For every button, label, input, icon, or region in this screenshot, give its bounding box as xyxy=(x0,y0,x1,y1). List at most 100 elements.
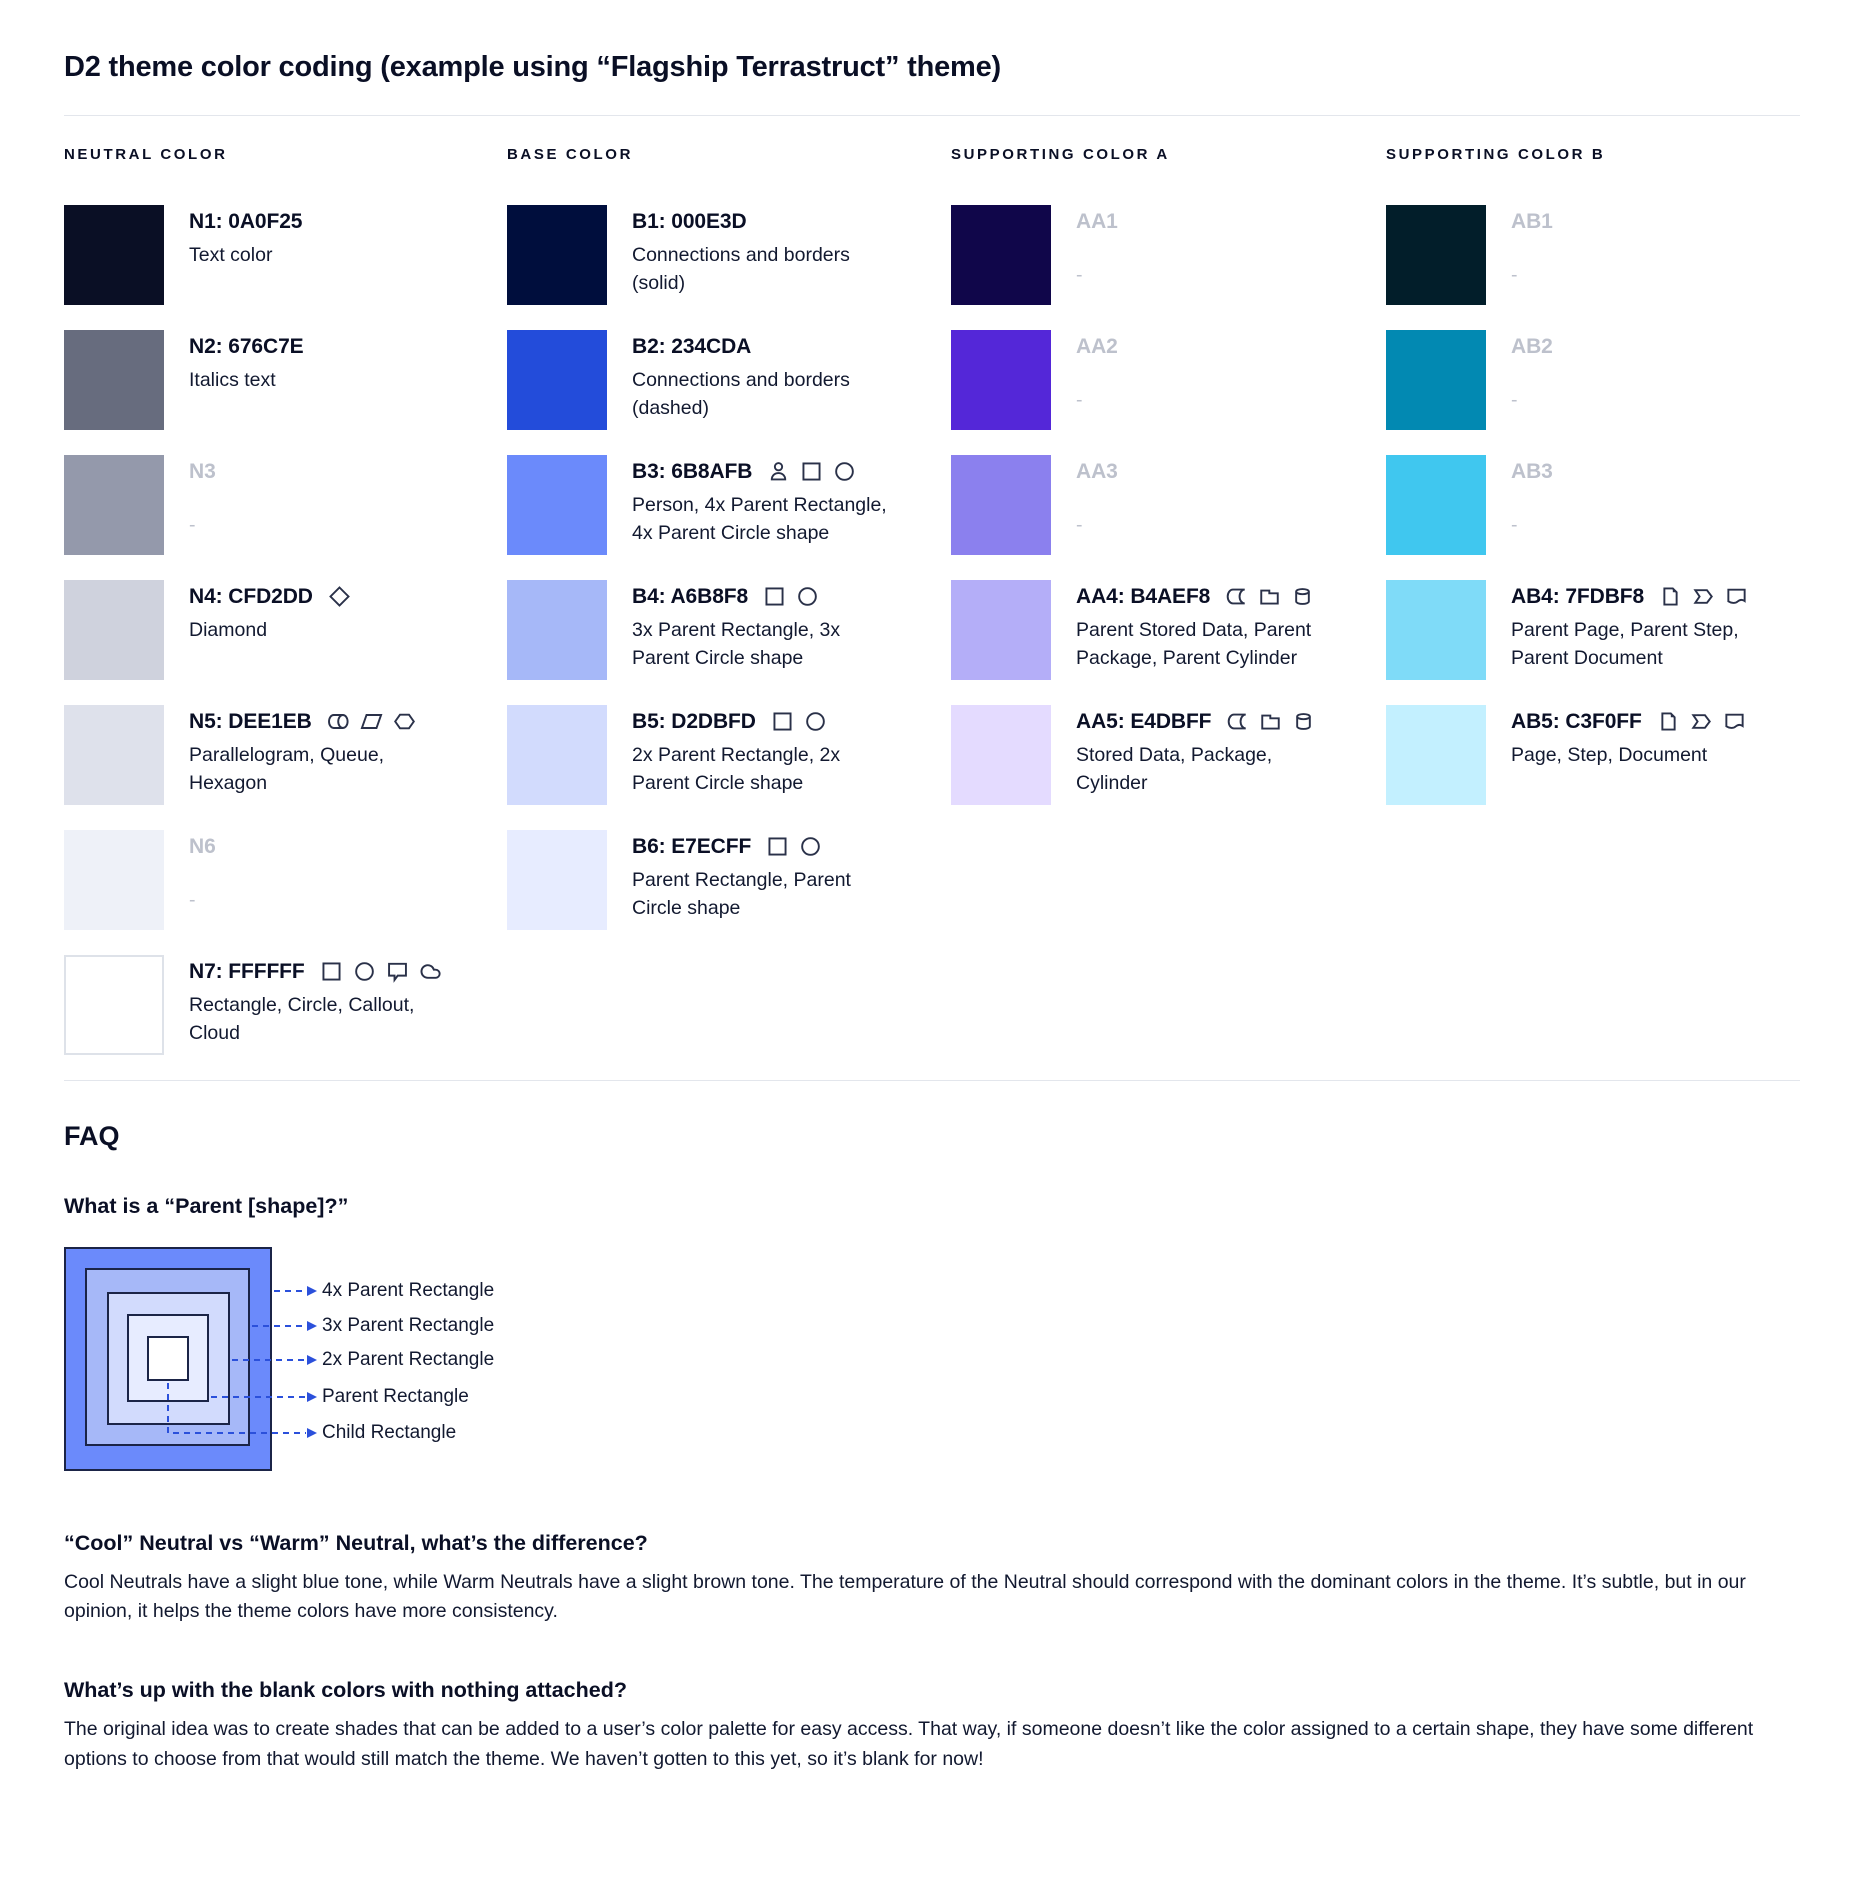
color-swatch xyxy=(64,704,164,805)
color-meta: N4: CFD2DD Diamond xyxy=(189,580,351,680)
color-description: Page, Step, Document xyxy=(1511,743,1708,766)
color-row: AB4: 7FDBF8 Parent Page, Parent Step, Pa… xyxy=(1386,579,1800,680)
color-meta: N5: DEE1EB Parallelogram, Queue, Hexagon xyxy=(189,705,439,805)
shape-icons xyxy=(1659,585,1748,608)
rectangle-icon xyxy=(771,710,794,733)
color-label: AA3 xyxy=(1076,459,1118,483)
color-label-line: AA3 xyxy=(1076,460,1133,484)
step-icon xyxy=(1692,585,1715,608)
color-row: AB2 - xyxy=(1386,329,1800,430)
color-meta: AB5: C3F0FF Page, Step, Document xyxy=(1511,705,1746,805)
circle-icon xyxy=(804,710,827,733)
document-icon xyxy=(1725,585,1748,608)
color-meta: AB1 - xyxy=(1511,205,1568,305)
color-description: Person, 4x Parent Rectangle, 4x Parent C… xyxy=(632,493,887,544)
color-row: B5: D2DBFD 2x Parent Rectangle, 2x Paren… xyxy=(507,704,951,805)
color-label: N5: DEE1EB xyxy=(189,709,312,733)
shape-icons xyxy=(763,585,819,608)
color-label-line: AB1 xyxy=(1511,210,1568,234)
shape-icons xyxy=(767,460,856,483)
circle-icon xyxy=(353,960,376,983)
color-meta: AA2 - xyxy=(1076,330,1133,430)
color-meta: B4: A6B8F8 3x Parent Rectangle, 3x Paren… xyxy=(632,580,897,680)
shape-icons xyxy=(327,710,416,733)
color-swatch xyxy=(1386,704,1486,805)
diagram-label: Parent Rectangle xyxy=(322,1385,469,1407)
color-meta: AA5: E4DBFF Stored Data, Package, Cylind… xyxy=(1076,705,1344,805)
faq-answer-cool-warm: Cool Neutrals have a slight blue tone, w… xyxy=(64,1570,1746,1623)
color-label-line: N2: 676C7E xyxy=(189,335,319,359)
shape-icons xyxy=(320,960,442,984)
color-label-line: B4: A6B8F8 xyxy=(632,585,897,609)
color-description: - xyxy=(1511,513,1518,536)
color-swatch xyxy=(507,829,607,930)
color-description: - xyxy=(1076,513,1083,536)
shape-icons xyxy=(328,585,351,608)
page: D2 theme color coding (example using “Fl… xyxy=(0,50,1864,1774)
color-label: N7: FFFFFF xyxy=(189,959,305,983)
page-title: D2 theme color coding (example using “Fl… xyxy=(64,51,1002,83)
color-meta: N7: FFFFFF Rectangle, Circle, Callout, C… xyxy=(189,955,442,1055)
queue-icon xyxy=(327,710,350,733)
color-row: N4: CFD2DD Diamond xyxy=(64,579,507,680)
color-swatch xyxy=(1386,579,1486,680)
color-label: N3 xyxy=(189,459,216,483)
rectangle-icon xyxy=(763,585,786,608)
color-row: AA2 - xyxy=(951,329,1386,430)
color-swatch xyxy=(1386,204,1486,305)
column-header: SUPPORTING COLOR B xyxy=(1386,145,1606,163)
color-swatch xyxy=(951,704,1051,805)
color-label: AB5: C3F0FF xyxy=(1511,709,1642,733)
shape-icons xyxy=(766,835,822,858)
color-swatch xyxy=(64,329,164,430)
color-swatch xyxy=(951,454,1051,555)
color-row: B4: A6B8F8 3x Parent Rectangle, 3x Paren… xyxy=(507,579,951,680)
color-row: AB3 - xyxy=(1386,454,1800,555)
color-meta: AB2 - xyxy=(1511,330,1568,430)
color-label: B5: D2DBFD xyxy=(632,709,756,733)
color-description: - xyxy=(1076,263,1083,286)
color-label-line: AA4: B4AEF8 xyxy=(1076,585,1344,609)
color-swatch xyxy=(64,954,164,1055)
color-description: - xyxy=(1076,388,1083,411)
color-meta: AB3 - xyxy=(1511,455,1568,555)
color-label-line: B3: 6B8AFB xyxy=(632,460,897,484)
color-description: 3x Parent Rectangle, 3x Parent Circle sh… xyxy=(632,618,841,669)
color-label-line: B5: D2DBFD xyxy=(632,710,897,734)
color-label: B1: 000E3D xyxy=(632,209,747,233)
color-row: AB5: C3F0FF Page, Step, Document xyxy=(1386,704,1800,805)
stored-data-icon xyxy=(1225,585,1248,608)
color-label-line: N5: DEE1EB xyxy=(189,710,439,734)
callout-icon xyxy=(386,960,409,984)
color-meta: B2: 234CDA Connections and borders (dash… xyxy=(632,330,897,430)
color-label: B3: 6B8AFB xyxy=(632,459,753,483)
diagram-rect-child xyxy=(147,1335,189,1381)
column-header: BASE COLOR xyxy=(507,145,634,163)
color-label-line: N7: FFFFFF xyxy=(189,960,442,984)
color-row: B3: 6B8AFB Person, 4x Parent Rectangle, … xyxy=(507,454,951,555)
color-description: Parent Rectangle, Parent Circle shape xyxy=(632,868,851,919)
color-swatch xyxy=(64,204,164,305)
diamond-icon xyxy=(328,585,351,608)
color-label: AB3 xyxy=(1511,459,1553,483)
color-label-line: N3 xyxy=(189,460,231,484)
color-swatch xyxy=(64,454,164,555)
color-column: NEUTRAL COLOR N1: 0A0F25 Text color N2: … xyxy=(64,146,507,1080)
color-meta: N6 - xyxy=(189,830,231,930)
color-row: N2: 676C7E Italics text xyxy=(64,329,507,430)
color-label: AB2 xyxy=(1511,334,1553,358)
color-row: B1: 000E3D Connections and borders (soli… xyxy=(507,204,951,305)
hexagon-icon xyxy=(393,710,416,733)
divider xyxy=(64,114,1800,116)
color-row: N5: DEE1EB Parallelogram, Queue, Hexagon xyxy=(64,704,507,805)
color-description: Parent Page, Parent Step, Parent Documen… xyxy=(1511,618,1739,669)
color-label-line: N6 xyxy=(189,835,231,859)
color-label-line: AB2 xyxy=(1511,335,1568,359)
color-description: Diamond xyxy=(189,618,268,641)
color-column: BASE COLOR B1: 000E3D Connections and bo… xyxy=(507,146,951,1080)
color-label: N2: 676C7E xyxy=(189,334,304,358)
color-column: SUPPORTING COLOR A AA1 - AA2 - AA3 - xyxy=(951,146,1386,1080)
parent-shape-diagram: 4x Parent Rectangle 3x Parent Rectangle 2x… xyxy=(64,1246,1800,1479)
diagram-label: 3x Parent Rectangle xyxy=(322,1314,495,1336)
color-label: AA2 xyxy=(1076,334,1118,358)
